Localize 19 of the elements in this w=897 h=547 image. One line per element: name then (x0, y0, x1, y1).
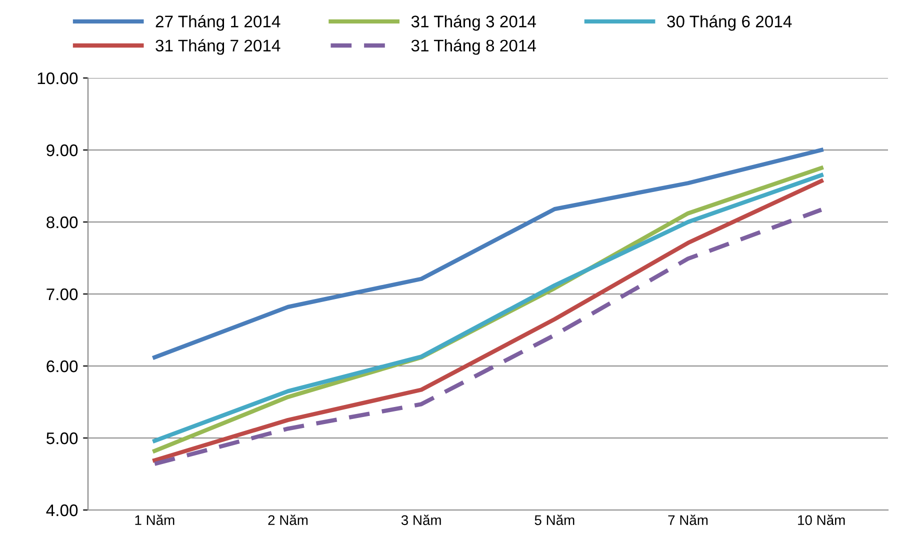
x-tick-label: 2 Năm (268, 514, 308, 526)
x-tick-label: 7 Năm (668, 514, 708, 526)
x-tick-label: 10 Năm (798, 514, 845, 526)
y-tick-label: 9.00 (46, 144, 78, 156)
y-tick-label: 4.00 (46, 504, 78, 516)
x-tick-label: 5 Năm (534, 514, 574, 526)
legend-label: 31 Tháng 7 2014 (156, 39, 280, 55)
y-tick-label: 6.00 (46, 360, 78, 372)
legend-label: 27 Tháng 1 2014 (156, 15, 280, 31)
line-series (152, 148, 824, 360)
y-tick-label: 5.00 (46, 432, 78, 444)
x-tick-label: 3 Năm (401, 514, 441, 526)
legend-label: 31 Tháng 8 2014 (411, 39, 536, 55)
y-tick-label: 10.00 (38, 72, 78, 84)
y-tick-label: 8.00 (46, 216, 78, 228)
y-tick-label: 7.00 (46, 288, 78, 300)
x-tick-label: 1 Năm (135, 514, 174, 526)
legend-label: 30 Tháng 6 2014 (667, 15, 792, 31)
legend-label: 31 Tháng 3 2014 (411, 15, 536, 31)
